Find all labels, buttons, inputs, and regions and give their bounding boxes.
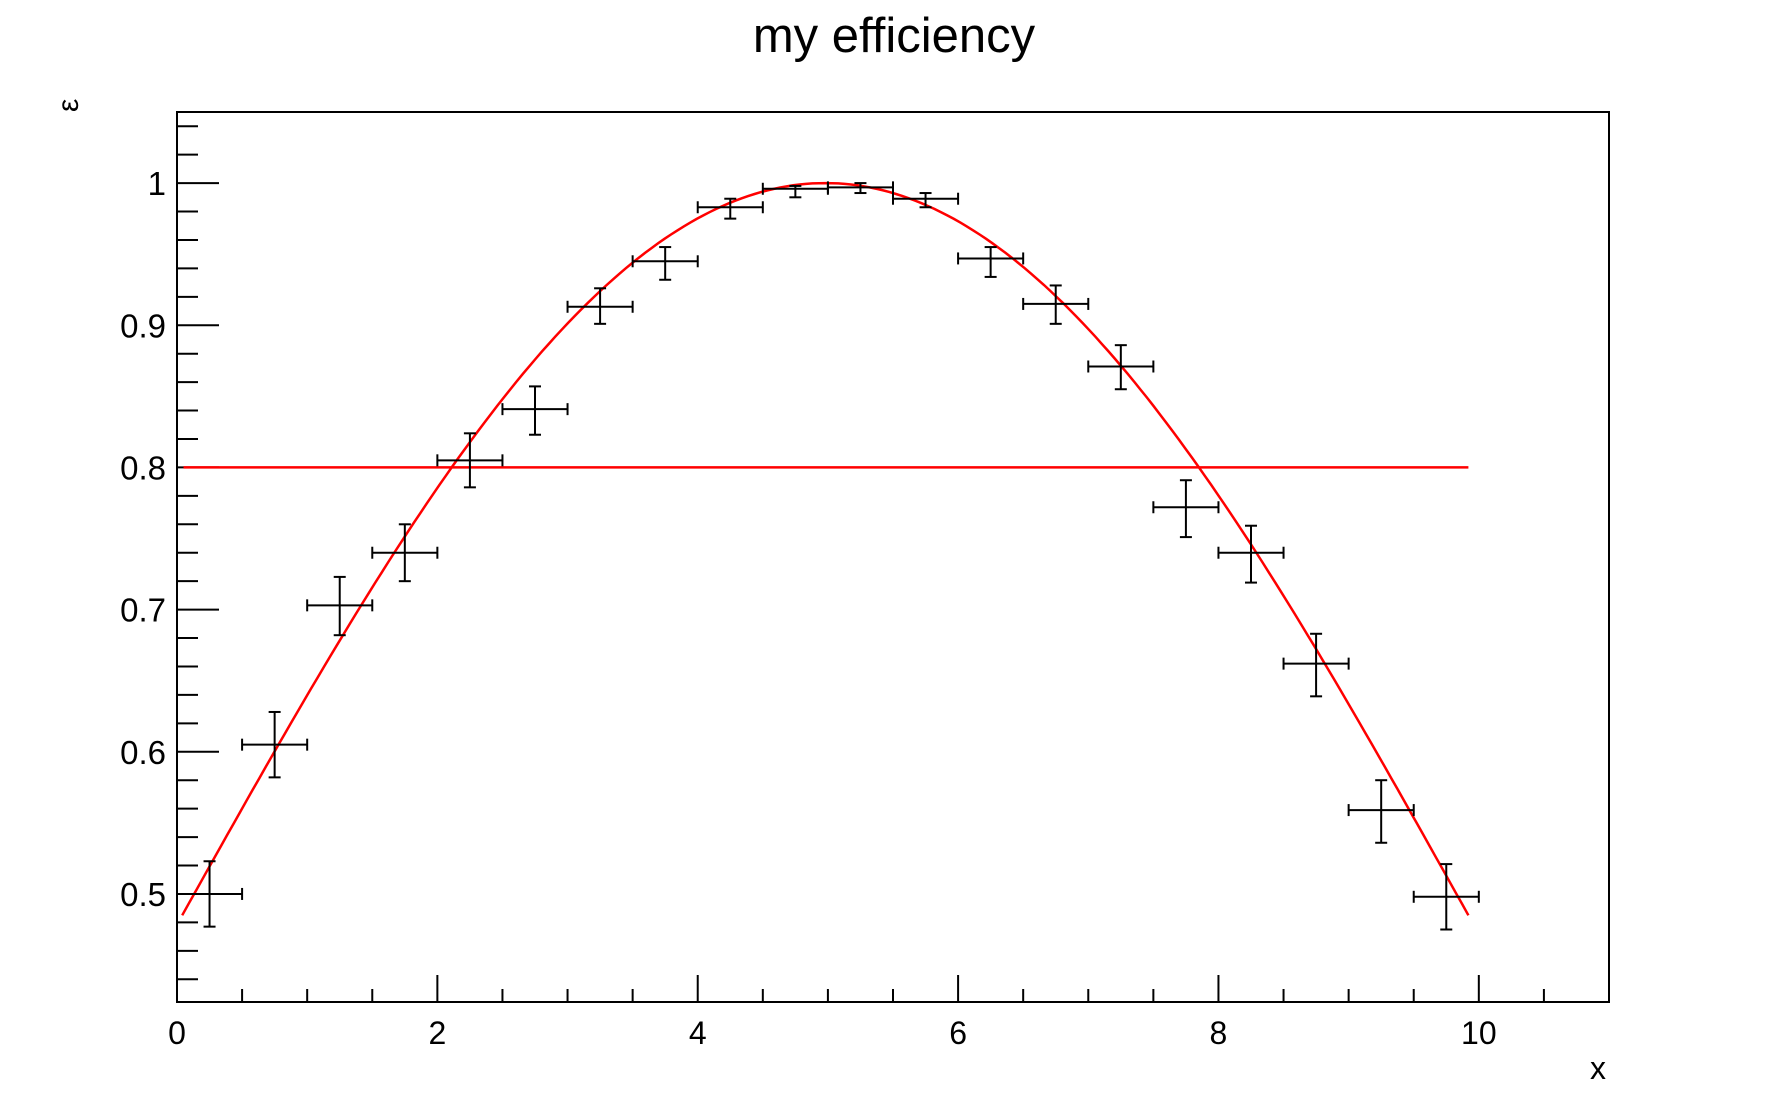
plot-frame bbox=[176, 111, 1610, 1003]
data-point bbox=[1022, 284, 1090, 325]
data-point bbox=[1217, 524, 1285, 584]
x-tick-label: 2 bbox=[428, 1015, 446, 1051]
x-tick-label: 6 bbox=[949, 1015, 967, 1051]
data-point bbox=[306, 575, 374, 637]
x-tick-label: 8 bbox=[1210, 1015, 1228, 1051]
y-tick-label: 1 bbox=[148, 165, 166, 202]
y-tick-label: 0.5 bbox=[120, 876, 166, 913]
y-tick-label: 0.7 bbox=[120, 592, 166, 629]
data-point bbox=[826, 181, 894, 195]
data-point bbox=[1152, 479, 1220, 539]
x-tick-label: 4 bbox=[689, 1015, 707, 1051]
data-point bbox=[176, 860, 244, 928]
data-point bbox=[631, 246, 699, 281]
x-tick-label: 0 bbox=[168, 1015, 186, 1051]
data-point bbox=[1087, 344, 1155, 391]
data-point bbox=[436, 432, 504, 489]
data-point bbox=[241, 710, 309, 779]
x-axis-label: x bbox=[1590, 1050, 1606, 1086]
data-point bbox=[696, 197, 764, 220]
fit-curve-path bbox=[181, 181, 1470, 916]
data-point bbox=[566, 287, 634, 325]
y-tick-label: 0.9 bbox=[120, 307, 166, 344]
data-point bbox=[892, 192, 960, 209]
x-tick-label: 10 bbox=[1461, 1015, 1497, 1051]
fit-curve bbox=[181, 181, 1470, 916]
axes: 0 2 4 6 8 10 0.5 0.6 0.7 0.8 0.9 1 bbox=[120, 125, 1610, 1051]
chart-title: my efficiency bbox=[752, 9, 1036, 63]
data-point bbox=[1282, 632, 1350, 698]
y-tick-label: 0.8 bbox=[120, 449, 166, 486]
data-point bbox=[957, 246, 1025, 278]
data-point bbox=[1412, 863, 1480, 931]
data-points bbox=[176, 181, 1480, 931]
y-tick-label: 0.6 bbox=[120, 734, 166, 771]
data-point bbox=[1347, 779, 1415, 844]
data-point bbox=[501, 385, 569, 436]
data-point bbox=[371, 523, 439, 583]
